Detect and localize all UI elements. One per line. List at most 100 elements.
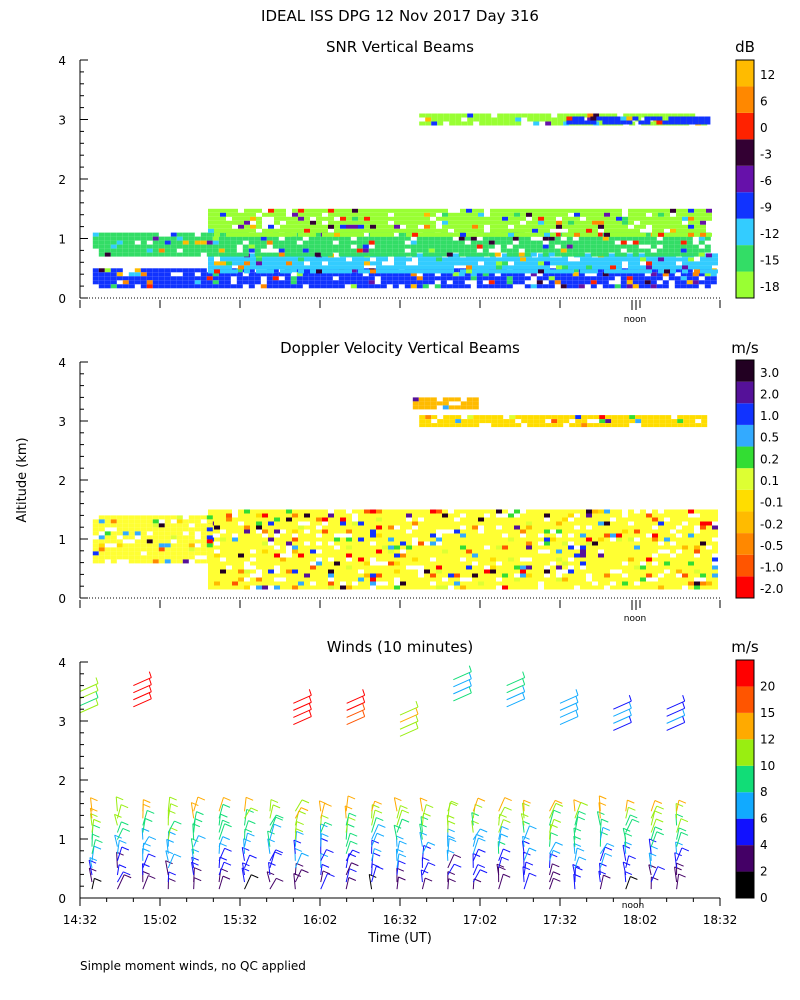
heatmap-cell: [682, 529, 688, 534]
heatmap-cell: [622, 533, 628, 538]
wind-barb-staff: [116, 804, 122, 819]
heatmap-cell: [470, 248, 477, 253]
heatmap-cell: [208, 581, 214, 586]
heatmap-cell: [494, 240, 501, 245]
wind-barb-staff: [90, 797, 93, 812]
heatmap-cell: [466, 224, 472, 229]
heatmap-cell: [484, 541, 490, 546]
wind-barb-flag: [471, 812, 479, 817]
heatmap-cell: [442, 269, 448, 274]
heatmap-cell: [214, 208, 220, 213]
heatmap-cell: [472, 265, 478, 270]
heatmap-cell: [617, 415, 624, 420]
heatmap-cell: [574, 557, 580, 562]
heatmap-cell: [446, 236, 453, 241]
heatmap-cell: [448, 537, 454, 542]
heatmap-cell: [629, 113, 636, 118]
wind-barb-staff: [89, 857, 93, 869]
heatmap-cell: [406, 509, 412, 514]
heatmap-cell: [484, 216, 490, 221]
heatmap-cell: [436, 565, 442, 570]
heatmap-cell: [592, 216, 598, 221]
heatmap-cell: [508, 208, 514, 213]
heatmap-cell: [587, 423, 594, 428]
heatmap-cell: [650, 236, 657, 241]
heatmap-cell: [539, 423, 546, 428]
heatmap-cell: [646, 537, 652, 542]
wind-barb-staff: [114, 814, 118, 826]
wind-barb-staff: [345, 813, 350, 826]
heatmap-cell: [376, 573, 382, 578]
heatmap-cell: [200, 280, 207, 285]
heatmap-cell: [692, 252, 699, 257]
heatmap-cell: [244, 557, 250, 562]
heatmap-cell: [562, 581, 568, 586]
heatmap-cell: [356, 240, 363, 245]
heatmap-cell: [472, 533, 478, 538]
heatmap-cell: [182, 244, 189, 249]
heatmap-cell: [497, 117, 504, 122]
heatmap-cell: [188, 236, 195, 241]
heatmap-cell: [302, 240, 309, 245]
heatmap-cell: [404, 280, 411, 285]
heatmap-cell: [412, 517, 418, 522]
heatmap-cell: [116, 252, 123, 257]
x-tick-label: 15:02: [143, 913, 178, 927]
wind-barb-flag: [116, 796, 124, 801]
heatmap-cell: [449, 117, 456, 122]
heatmap-cell: [670, 224, 676, 229]
heatmap-cell: [575, 423, 582, 428]
heatmap-cell: [286, 569, 292, 574]
heatmap-cell: [286, 525, 292, 530]
heatmap-cell: [515, 113, 522, 118]
wind-barb-flag: [603, 874, 611, 879]
heatmap-cell: [488, 252, 495, 257]
heatmap-cell: [310, 545, 316, 550]
wind-barb-staff: [599, 846, 606, 861]
heatmap-cell: [682, 212, 688, 217]
heatmap-cell: [370, 549, 376, 554]
heatmap-cell: [604, 212, 610, 217]
heatmap-cell: [374, 244, 381, 249]
heatmap-cell: [226, 545, 232, 550]
heatmap-cell: [676, 216, 682, 221]
heatmap-cell: [680, 240, 687, 245]
wind-barb-staff: [599, 819, 602, 833]
wind-barb-staff: [676, 818, 682, 833]
heatmap-cell: [632, 116, 639, 121]
heatmap-cell: [566, 272, 573, 277]
heatmap-cell: [604, 257, 610, 262]
heatmap-cell: [545, 117, 552, 122]
wind-barb-flag: [142, 870, 150, 875]
heatmap-cell: [472, 228, 478, 233]
heatmap-cell: [616, 529, 622, 534]
wind-barb-staff: [142, 810, 148, 826]
heatmap-cell: [587, 117, 594, 122]
heatmap-cell: [538, 212, 544, 217]
heatmap-cell: [290, 268, 297, 273]
heatmap-cell: [92, 272, 99, 277]
heatmap-cell: [478, 212, 484, 217]
heatmap-cell: [568, 569, 574, 574]
heatmap-cell: [262, 581, 268, 586]
wind-barb-flag: [675, 813, 684, 818]
wind-barb-staff: [293, 839, 296, 854]
colorbar-frame: [735, 59, 755, 299]
heatmap-cell: [92, 539, 99, 544]
heatmap-cell: [110, 248, 117, 253]
heatmap-cell: [682, 577, 688, 582]
heatmap-cell: [232, 261, 238, 266]
heatmap-cell: [700, 549, 706, 554]
heatmap-cell: [334, 212, 340, 217]
heatmap-cell: [200, 523, 207, 528]
heatmap-cell: [334, 269, 340, 274]
heatmap-cell: [514, 521, 520, 526]
heatmap-cell: [610, 509, 616, 514]
heatmap-cell: [533, 415, 540, 420]
heatmap-cell: [428, 252, 435, 257]
heatmap-cell: [686, 280, 693, 285]
wind-barb-flag: [622, 844, 631, 849]
heatmap-cell: [194, 252, 201, 257]
heatmap-cell: [694, 573, 700, 578]
heatmap-cell: [544, 509, 550, 514]
